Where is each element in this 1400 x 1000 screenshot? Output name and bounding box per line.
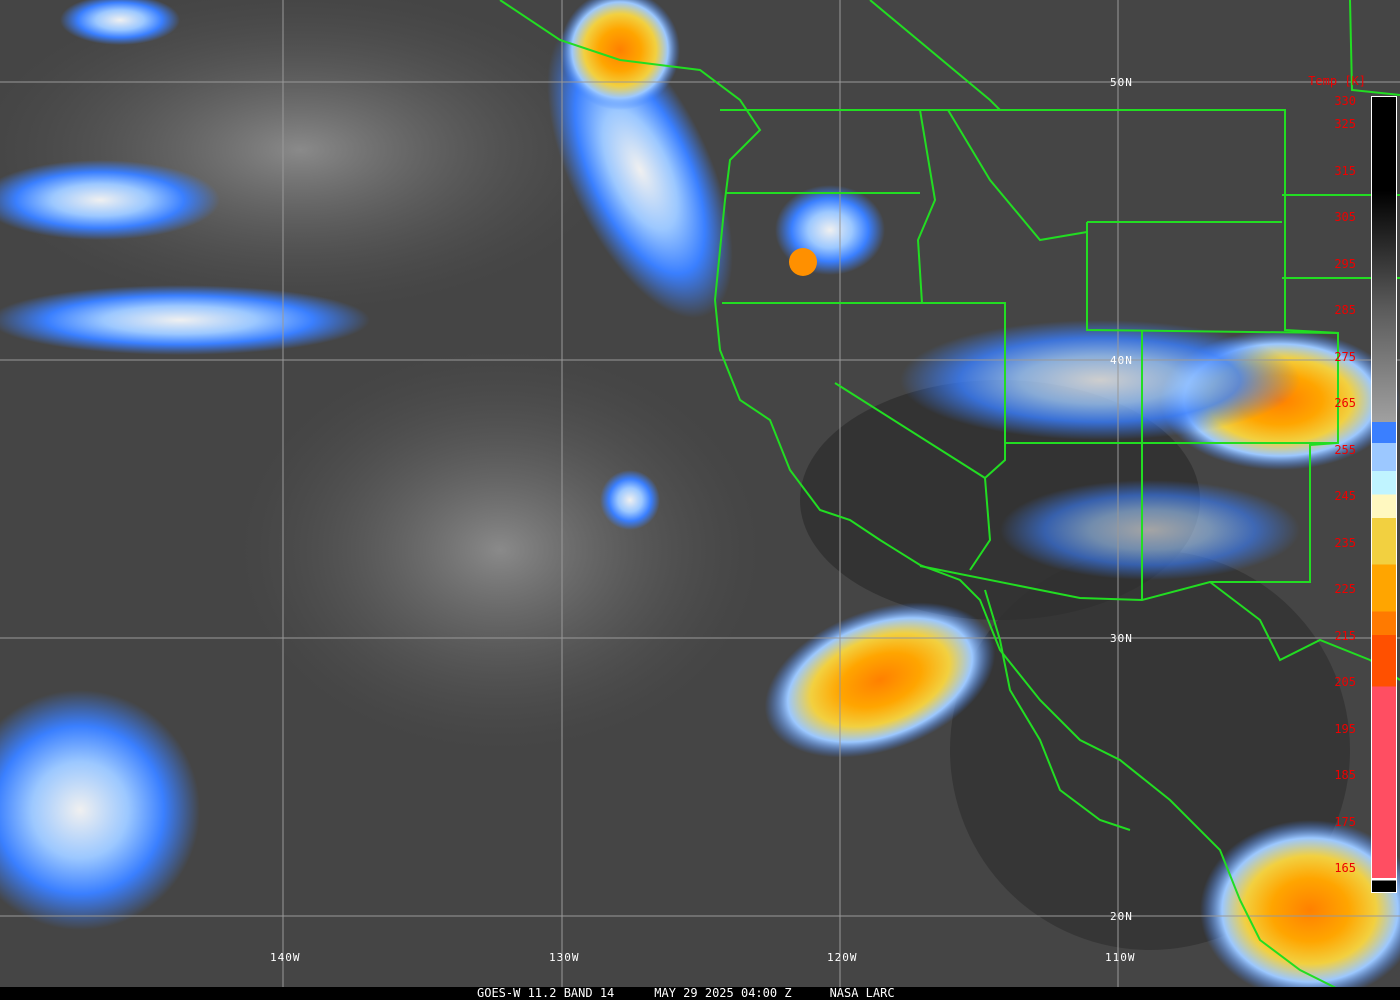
colorbar-tick: 235 — [1334, 535, 1356, 550]
lat-label-30n: 30N — [1110, 632, 1133, 645]
colorbar-tick: 325 — [1334, 117, 1356, 132]
lat-label-40n: 40N — [1110, 354, 1133, 367]
colorbar-tick: 305 — [1334, 210, 1356, 225]
colorbar-tick: 330 — [1334, 94, 1356, 108]
colorbar-tick: 205 — [1334, 675, 1356, 690]
lon-label-110w: 110W — [1105, 951, 1136, 964]
colorbar-tick: 265 — [1334, 396, 1356, 411]
colorbar-tick: 315 — [1334, 163, 1356, 178]
colorbar-tick: 165 — [1334, 861, 1356, 875]
lon-label-140w: 140W — [270, 951, 301, 964]
lon-label-120w: 120W — [827, 951, 858, 964]
colorbar-tick: 185 — [1334, 768, 1356, 783]
lon-label-130w: 130W — [549, 951, 580, 964]
datetime: MAY 29 2025 04:00 Z — [654, 986, 792, 1000]
source: NASA LARC — [829, 986, 895, 1000]
colorbar-tick: 225 — [1334, 582, 1356, 597]
satellite-band: GOES-W 11.2 BAND 14 — [477, 986, 615, 1000]
lat-label-50n: 50N — [1110, 76, 1133, 89]
colorbar-tick: 285 — [1334, 303, 1356, 318]
colorbar-tick: 275 — [1334, 349, 1356, 364]
caption-bar: GOES-W 11.2 BAND 14 MAY 29 2025 04:00 Z NA… — [0, 987, 1400, 1000]
colorbar-tick: 175 — [1334, 814, 1356, 829]
lat-label-20n: 20N — [1110, 910, 1133, 923]
temperature-colorbar — [1371, 96, 1397, 893]
colorbar-tick: 215 — [1334, 628, 1356, 643]
colorbar-tick: 245 — [1334, 489, 1356, 504]
legend-title: Temp [K] — [1308, 74, 1366, 88]
colorbar-tick: 255 — [1334, 442, 1356, 457]
colorbar-tick: 195 — [1334, 721, 1356, 736]
colorbar-tick: 295 — [1334, 256, 1356, 271]
